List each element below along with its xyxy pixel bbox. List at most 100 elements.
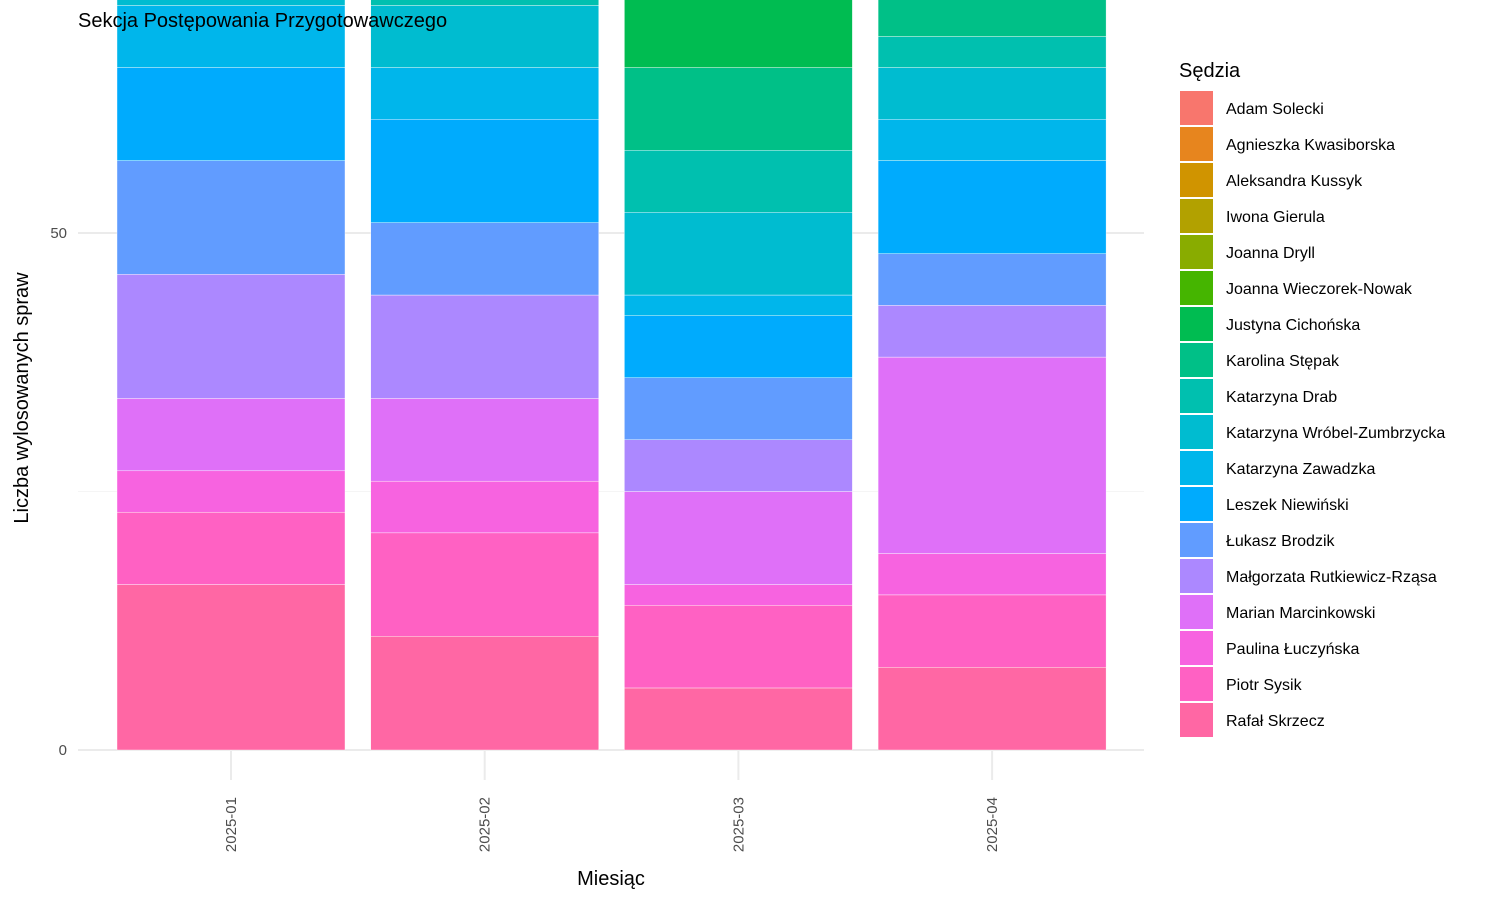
legend-label: Justyna Cichońska <box>1226 317 1360 334</box>
bar-segment <box>116 5 346 68</box>
legend-item: Marian Marcinkowski <box>1180 595 1375 629</box>
bar-segment <box>624 491 853 585</box>
bar-segment <box>624 687 853 751</box>
bar-segment <box>877 160 1107 254</box>
legend-item: Rafał Skrzecz <box>1180 703 1325 737</box>
y-tick-label: 0 <box>59 742 67 759</box>
bar-segment <box>624 584 853 606</box>
bar-segment <box>116 67 346 161</box>
bar-segment <box>116 160 346 275</box>
chart-title: Sekcja Postępowania Przygotowawczego <box>78 10 447 32</box>
bar-segment <box>370 532 599 637</box>
bar-segment <box>370 636 599 751</box>
bar-segment <box>624 67 853 151</box>
y-axis: 050100 <box>50 225 67 759</box>
legend-swatch <box>1180 379 1213 413</box>
legend-label: Agnieszka Kwasiborska <box>1226 137 1395 154</box>
legend-label: Joanna Wieczorek-Nowak <box>1226 281 1413 298</box>
legend-swatch <box>1180 91 1213 125</box>
legend-swatch <box>1180 199 1213 233</box>
bar-segment <box>370 222 599 296</box>
legend-label: Katarzyna Drab <box>1226 389 1337 406</box>
legend-swatch <box>1180 127 1213 161</box>
legend-label: Joanna Dryll <box>1226 245 1315 262</box>
bar-segment <box>877 305 1107 358</box>
legend-swatch <box>1180 595 1213 629</box>
legend-label: Rafał Skrzecz <box>1226 713 1325 730</box>
legend-label: Paulina Łuczyńska <box>1226 641 1360 658</box>
x-tick-label: 2025-03 <box>730 797 747 852</box>
bar-segment <box>370 0 599 6</box>
legend-title: Sędzia <box>1179 60 1241 82</box>
legend-swatch <box>1180 703 1213 737</box>
bar-segment <box>877 667 1107 751</box>
bar-segment <box>370 5 599 68</box>
legend-label: Marian Marcinkowski <box>1226 605 1375 622</box>
bar-segment <box>624 439 853 492</box>
bar-segment <box>877 119 1107 161</box>
legend-item: Leszek Niewiński <box>1180 487 1349 521</box>
bar-segment <box>624 0 853 68</box>
legend-item: Piotr Sysik <box>1180 667 1303 701</box>
bar-segment <box>370 294 599 399</box>
legend-label: Leszek Niewiński <box>1226 497 1349 514</box>
bar-segment <box>877 553 1107 596</box>
legend-swatch <box>1180 235 1213 269</box>
legend-swatch <box>1180 451 1213 485</box>
legend-item: Aleksandra Kussyk <box>1180 163 1363 197</box>
legend-swatch <box>1180 343 1213 377</box>
y-axis-title: Liczba wylosowanych spraw <box>11 272 33 524</box>
legend-label: Adam Solecki <box>1226 101 1324 118</box>
bar-segment <box>370 67 599 120</box>
legend-swatch <box>1180 271 1213 305</box>
bar-segment <box>624 294 853 316</box>
bars <box>116 0 1107 751</box>
bar-segment <box>877 67 1107 120</box>
bar-segment <box>370 119 599 223</box>
legend-item: Adam Solecki <box>1180 91 1324 125</box>
legend-swatch <box>1180 631 1213 665</box>
legend: Sędzia Adam Solecki Agnieszka Kwasiborska… <box>1179 60 1445 737</box>
bar-segment <box>116 511 346 585</box>
bar-segment <box>116 398 346 472</box>
legend-item: Justyna Cichońska <box>1180 307 1360 341</box>
bar-segment <box>877 36 1107 68</box>
legend-label: Katarzyna Wróbel-Zumbrzycka <box>1226 425 1445 442</box>
legend-label: Aleksandra Kussyk <box>1226 173 1363 190</box>
bar-segment <box>624 150 853 213</box>
legend-item: Karolina Stępak <box>1180 343 1340 377</box>
bar-stack-2025-03 <box>624 0 853 751</box>
legend-item: Agnieszka Kwasiborska <box>1180 127 1395 161</box>
legend-label: Katarzyna Zawadzka <box>1226 461 1376 478</box>
bar-segment <box>116 274 346 399</box>
y-tick-label: 50 <box>50 225 67 242</box>
x-axis-title: Miesiąc <box>577 868 645 890</box>
bar-segment <box>116 584 346 751</box>
legend-swatch <box>1180 307 1213 341</box>
bar-segment <box>624 605 853 689</box>
bar-stack-2025-02 <box>370 0 599 751</box>
bar-segment <box>877 0 1107 37</box>
bar-segment <box>116 470 346 513</box>
bar-segment <box>877 356 1107 554</box>
legend-item: Joanna Wieczorek-Nowak <box>1180 271 1413 305</box>
legend-item: Iwona Gierula <box>1180 199 1325 233</box>
legend-label: Małgorzata Rutkiewicz-Rząsa <box>1226 569 1437 586</box>
legend-label: Karolina Stępak <box>1226 353 1340 370</box>
legend-item: Katarzyna Wróbel-Zumbrzycka <box>1180 415 1445 449</box>
legend-label: Piotr Sysik <box>1226 677 1303 694</box>
legend-swatch <box>1180 523 1213 557</box>
legend-item: Katarzyna Zawadzka <box>1180 451 1376 485</box>
legend-swatch <box>1180 487 1213 521</box>
bar-segment <box>877 253 1107 306</box>
legend-item: Łukasz Brodzik <box>1180 523 1335 557</box>
bar-segment <box>370 480 599 534</box>
bar-segment <box>624 377 853 441</box>
x-tick-label: 2025-02 <box>477 797 494 852</box>
x-tick-label: 2025-01 <box>223 797 240 852</box>
bar-segment <box>877 594 1107 668</box>
legend-item: Katarzyna Drab <box>1180 379 1337 413</box>
bar-stack-2025-04 <box>877 0 1107 751</box>
legend-label: Iwona Gierula <box>1226 209 1325 226</box>
